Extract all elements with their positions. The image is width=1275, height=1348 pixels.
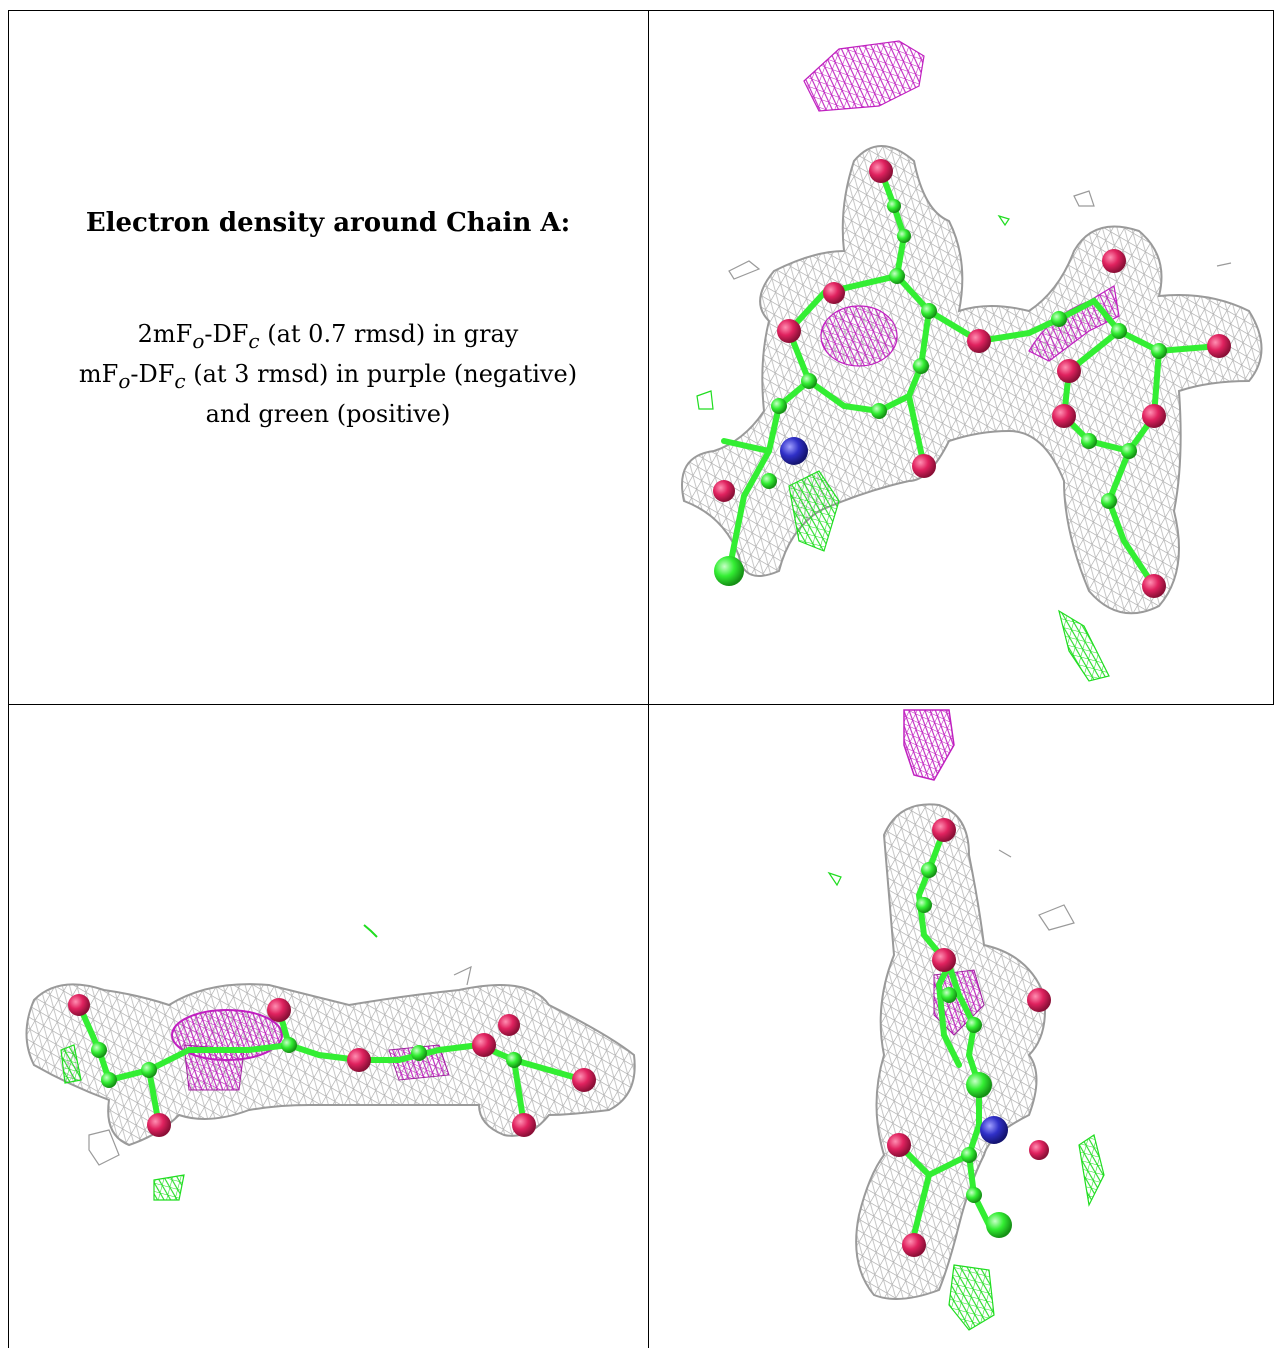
rule-left (8, 10, 9, 1348)
density-panel-bottom-right (649, 705, 1273, 1348)
density-render-face-on (681, 40, 1263, 682)
negative-density-mesh (803, 40, 925, 112)
caption-line-2-part-b: -DF (130, 359, 175, 388)
figure-grid: Electron density around Chain A: 2mFo-DF… (8, 10, 1274, 1348)
caption-line-1: 2mFo-DFc (at 0.7 rmsd) in gray (8, 318, 648, 358)
positive-density-mesh (1058, 609, 1110, 682)
gray-density-fragment (1073, 190, 1095, 207)
caption-line-1-sub-o: o (192, 328, 205, 353)
positive-density-mesh (1078, 1134, 1105, 1207)
caption-line-2-sub-c: c (174, 368, 186, 393)
gray-density-fragment (453, 965, 472, 986)
caption-line-1-part-b: -DF (204, 320, 249, 348)
positive-density-mesh (696, 390, 714, 410)
caption-line-2-part-c: (at 3 rmsd) in purple (negative) (185, 359, 578, 388)
gray-density-fragment (88, 1129, 120, 1166)
positive-density-mesh (60, 1044, 82, 1084)
rule-middle-horizontal (8, 704, 1274, 705)
caption-title: Electron density around Chain A: (85, 208, 571, 238)
negative-density-mesh (820, 305, 898, 367)
positive-density-mesh (788, 470, 840, 552)
rule-right (1273, 10, 1274, 704)
caption-cell: Electron density around Chain A: 2mFo-DF… (8, 10, 648, 704)
molecule-atoms (68, 994, 596, 1137)
caption-line-2-sub-o: o (118, 368, 131, 393)
density-render-end-on (827, 709, 1105, 1331)
caption-line-1-sub-c: c (248, 328, 260, 353)
rule-top (8, 10, 1274, 11)
gray-density-mesh (681, 145, 1263, 615)
gray-density-fragment (1038, 904, 1075, 931)
positive-density-mesh (153, 1174, 185, 1201)
positive-density-mesh (363, 924, 378, 938)
gray-density-fragment (728, 260, 761, 280)
gray-density-mesh (25, 983, 636, 1147)
density-panel-bottom-left (9, 705, 648, 1348)
positive-density-mesh (827, 871, 842, 887)
molecule-atoms (887, 818, 1051, 1257)
gray-density-fragment (998, 849, 1012, 858)
positive-density-mesh (997, 214, 1010, 227)
gray-density-fragment (1216, 262, 1232, 267)
negative-density-mesh (903, 709, 955, 781)
caption-line-2-part-a: mF (78, 359, 119, 388)
positive-density-mesh (948, 1264, 995, 1331)
caption-line-2: mFo-DFc (at 3 rmsd) in purple (negative) (8, 358, 648, 398)
caption-line-3: and green (positive) (205, 399, 451, 428)
density-panel-top-right (649, 11, 1273, 704)
molecule-atoms (713, 159, 1231, 598)
caption-text: 2mFo-DFc (at 0.7 rmsd) in gray mFo-DFc (… (8, 318, 648, 431)
density-render-side-view (25, 924, 636, 1201)
caption-line-1-part-c: (at 0.7 rmsd) in gray (259, 320, 519, 348)
caption-line-1-part-a: 2mF (137, 320, 193, 348)
rule-middle-vertical (648, 10, 649, 1348)
